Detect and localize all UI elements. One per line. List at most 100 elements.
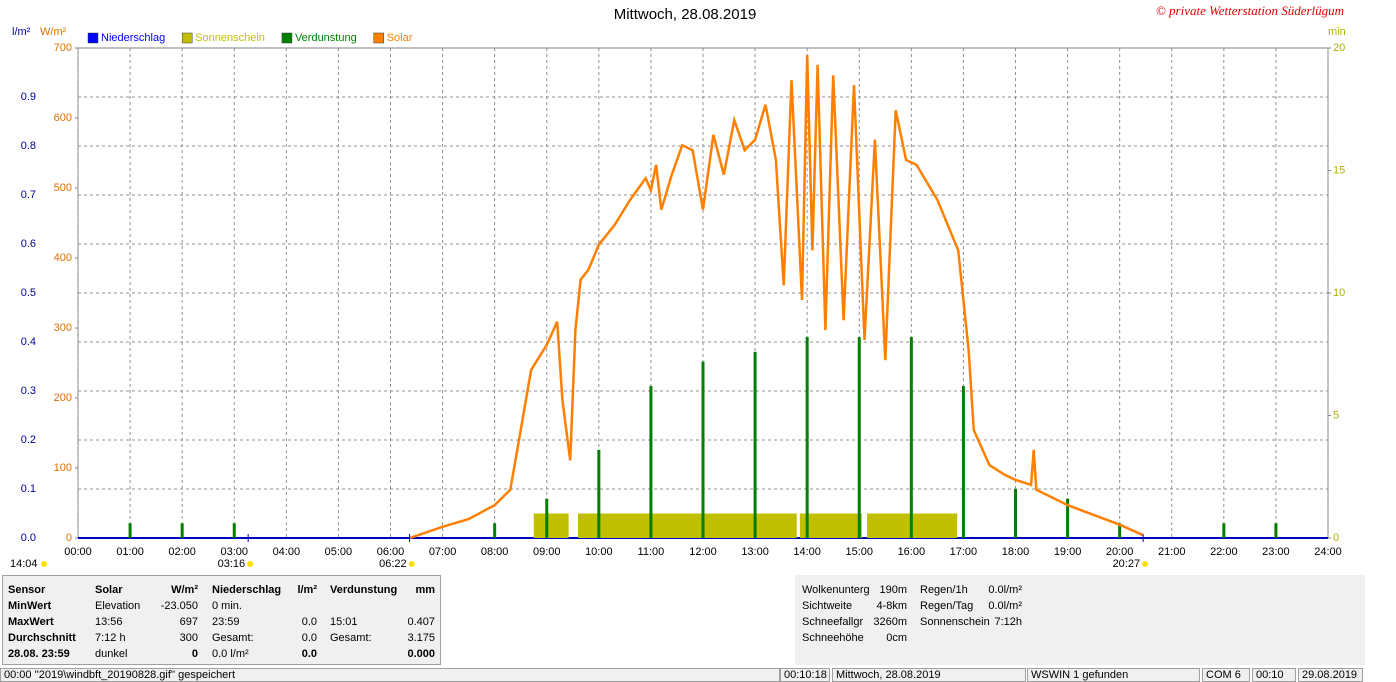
stat-value: 0.000	[407, 648, 435, 660]
time-marker-dot	[1142, 561, 1149, 567]
sensor-label: Sensor	[8, 584, 46, 596]
status-cell: 00:10:18	[780, 668, 830, 682]
x-tick-label: 00:00	[64, 546, 92, 558]
bar	[493, 523, 497, 538]
y-tick-label: 0.7	[21, 189, 36, 201]
bar	[1066, 498, 1070, 538]
bar	[545, 498, 549, 538]
x-tick-label: 21:00	[1158, 546, 1186, 558]
line	[409, 54, 1144, 540]
chart-title: Mittwoch, 28.08.2019	[614, 6, 757, 23]
x-tick-label: 08:00	[481, 546, 509, 558]
bar	[909, 337, 913, 538]
bar	[649, 386, 653, 538]
bar	[753, 351, 757, 538]
y-tick-label: 0.1	[21, 483, 36, 495]
y-axis-unit: l/m²	[12, 26, 31, 38]
x-tick-label: 03:00	[220, 546, 248, 558]
bar	[857, 337, 861, 538]
stat-label: 0.0 l/m²	[212, 648, 249, 660]
sunshine-bar	[578, 513, 797, 538]
x-tick-label: 23:00	[1262, 546, 1290, 558]
bar	[1222, 523, 1226, 538]
time-marker-dot	[247, 561, 254, 567]
status-cell: Mittwoch, 28.08.2019	[832, 668, 1026, 682]
legend-label: Sonnenschein	[195, 32, 265, 44]
group-header: Solar	[95, 584, 123, 596]
stat-value: 0.0	[301, 632, 317, 644]
x-tick-label: 07:00	[429, 546, 457, 558]
bar	[961, 386, 965, 538]
chart: Mittwoch, 28.08.2019 © private Wettersta…	[10, 2, 1346, 570]
y2-tick-label: 100	[54, 462, 72, 474]
bar	[701, 361, 705, 538]
status-cell: 00:10	[1252, 668, 1296, 682]
stat-value: 0.407	[407, 616, 435, 628]
stat-label: dunkel	[95, 648, 128, 660]
x-tick-label: 10:00	[585, 546, 613, 558]
x-tick-label: 14:00	[793, 546, 821, 558]
y2-tick-label: 500	[54, 182, 72, 194]
group-unit: W/m²	[171, 584, 198, 596]
bar	[1014, 489, 1017, 538]
y2-tick-label: 200	[54, 392, 72, 404]
stat-label: 23:59	[212, 616, 240, 628]
y-tick-label: 0.3	[21, 385, 36, 397]
status-cell: COM 6	[1202, 668, 1250, 682]
legend-swatch	[281, 32, 293, 44]
group-unit: l/m²	[297, 584, 317, 596]
y-tick-label: 0.4	[21, 336, 36, 348]
x-tick-label: 04:00	[273, 546, 301, 558]
info-label: Schneefallgr	[802, 616, 864, 628]
info-panel	[795, 575, 1365, 665]
time-marker-label: 03:16	[218, 558, 246, 570]
y2-tick-label: 400	[54, 252, 72, 264]
y2-tick-label: 700	[54, 42, 72, 54]
x-tick-label: 02:00	[168, 546, 196, 558]
x-tick-label: 19:00	[1054, 546, 1082, 558]
x-tick-label: 12:00	[689, 546, 717, 558]
y-tick-label: 0.9	[21, 91, 36, 103]
y2-tick-label: 300	[54, 322, 72, 334]
legend-swatch	[87, 32, 99, 44]
x-tick-label: 22:00	[1210, 546, 1238, 558]
info-label: Regen/Tag	[920, 600, 974, 612]
info-label: Schneehöhe	[802, 632, 864, 644]
bar	[128, 523, 132, 538]
stats-panel	[2, 575, 441, 665]
legend-label: Solar	[387, 32, 413, 44]
info-value: 190m	[879, 584, 907, 596]
y3-tick-label: 5	[1333, 409, 1339, 421]
info-label: Wolkenunterg	[802, 584, 870, 596]
stat-value: 0.0	[301, 616, 317, 628]
status-cell: 00:00 ''2019\windbft_20190828.gif'' gesp…	[0, 668, 780, 682]
x-tick-label: 09:00	[533, 546, 561, 558]
bar	[232, 523, 236, 538]
x-tick-label: 11:00	[638, 546, 665, 558]
x-tick-label: 01:00	[116, 546, 144, 558]
stat-label: 0 min.	[212, 600, 242, 612]
stat-value: -23.050	[160, 600, 198, 612]
info-value: 7:12h	[994, 616, 1022, 628]
legend-swatch	[373, 32, 384, 44]
left-time-dot	[41, 561, 47, 567]
sunshine-bar	[799, 513, 862, 538]
sensor-label: MinWert	[8, 600, 52, 612]
legend-swatch	[181, 32, 193, 44]
info-value: 4-8km	[876, 600, 907, 612]
bar	[597, 449, 601, 538]
info-value: 3260m	[873, 616, 907, 628]
x-tick-label: 06:00	[377, 546, 405, 558]
time-marker-dot	[408, 561, 415, 567]
credit: © private Wetterstation Süderlügum	[1156, 3, 1344, 18]
stat-value: 697	[179, 616, 198, 628]
stat-label: Gesamt:	[212, 632, 254, 644]
bar	[1274, 523, 1278, 538]
x-tick-label: 13:00	[741, 546, 769, 558]
y3-tick-label: 15	[1333, 164, 1345, 176]
x-tick-label: 16:00	[898, 546, 926, 558]
y3-axis-unit: min	[1328, 26, 1346, 38]
y2-tick-label: 0	[66, 532, 72, 544]
stat-value: 3.175	[407, 632, 435, 644]
x-tick-label: 15:00	[845, 546, 873, 558]
